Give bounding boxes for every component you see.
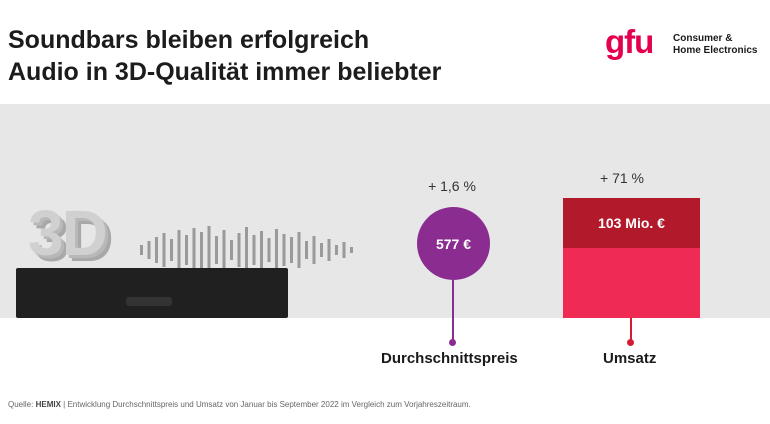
- soundbar-buttons: [126, 297, 172, 306]
- wave-bar: [297, 232, 301, 268]
- wave-bar: [335, 245, 338, 255]
- price-value-label: 577 €: [435, 235, 472, 252]
- revenue-category-label: Umsatz: [603, 350, 657, 367]
- title-line-1: Soundbars bleiben erfolgreich: [8, 26, 370, 54]
- price-pointer-dot: [449, 339, 456, 346]
- wave-bar: [177, 230, 181, 270]
- wave-bar: [162, 233, 166, 267]
- wave-bar: [192, 228, 196, 272]
- wave-bar: [252, 235, 256, 265]
- logo-brand: gfu: [605, 23, 654, 60]
- title-line-2: Audio in 3D-Qualität immer beliebter: [8, 58, 442, 86]
- soundbar-image: [16, 268, 288, 318]
- revenue-value-label: 103 Mio. €: [598, 215, 665, 231]
- wave-bar: [155, 237, 158, 263]
- wave-bar: [320, 243, 323, 257]
- wave-bar: [282, 234, 286, 266]
- source-note: Quelle: HEMIX | Entwicklung Durchschnitt…: [8, 400, 471, 409]
- revenue-pointer-line: [630, 318, 632, 342]
- wave-bar: [260, 231, 263, 269]
- wave-bar: [290, 237, 293, 263]
- wave-bar: [327, 239, 331, 261]
- wave-bar: [222, 230, 226, 270]
- wave-bar: [342, 242, 346, 258]
- logo-tagline: Consumer & Home Electronics: [673, 33, 757, 57]
- wave-bar: [140, 245, 143, 255]
- price-change-label: + 1,6 %: [428, 178, 476, 194]
- wave-bar: [350, 247, 353, 253]
- sound-wave-graphic: [140, 226, 353, 274]
- wave-bar: [245, 227, 248, 273]
- revenue-pointer-dot: [627, 339, 634, 346]
- revenue-bar-top: 103 Mio. €: [563, 198, 700, 248]
- price-circle: 577 €: [417, 207, 490, 280]
- logo-tagline-line1: Consumer &: [673, 33, 733, 44]
- price-pointer-line: [452, 280, 454, 342]
- wave-bar: [170, 239, 173, 261]
- revenue-bar-bottom: [563, 248, 700, 318]
- wave-bar: [200, 232, 203, 268]
- logo-tagline-line2: Home Electronics: [673, 45, 758, 56]
- wave-bar: [267, 238, 271, 262]
- wave-bar: [305, 241, 308, 259]
- wave-bar: [237, 233, 241, 267]
- revenue-change-label: + 71 %: [600, 170, 644, 186]
- source-prefix: Quelle:: [8, 400, 34, 409]
- price-category-label: Durchschnittspreis: [381, 350, 518, 367]
- source-brand: HEMIX: [35, 400, 61, 409]
- revenue-bar: 103 Mio. €: [563, 198, 700, 318]
- page-title: Soundbars bleiben erfolgreich Audio in 3…: [8, 24, 441, 88]
- wave-bar: [312, 236, 316, 264]
- wave-bar: [275, 229, 278, 271]
- wave-bar: [147, 241, 151, 259]
- wave-bar: [207, 226, 211, 274]
- wave-bar: [230, 240, 233, 260]
- wave-bar: [185, 235, 188, 265]
- wave-bar: [215, 236, 218, 264]
- 3d-graphic-text: 3D: [28, 197, 108, 269]
- source-text: | Entwicklung Durchschnittspreis und Ums…: [63, 400, 471, 409]
